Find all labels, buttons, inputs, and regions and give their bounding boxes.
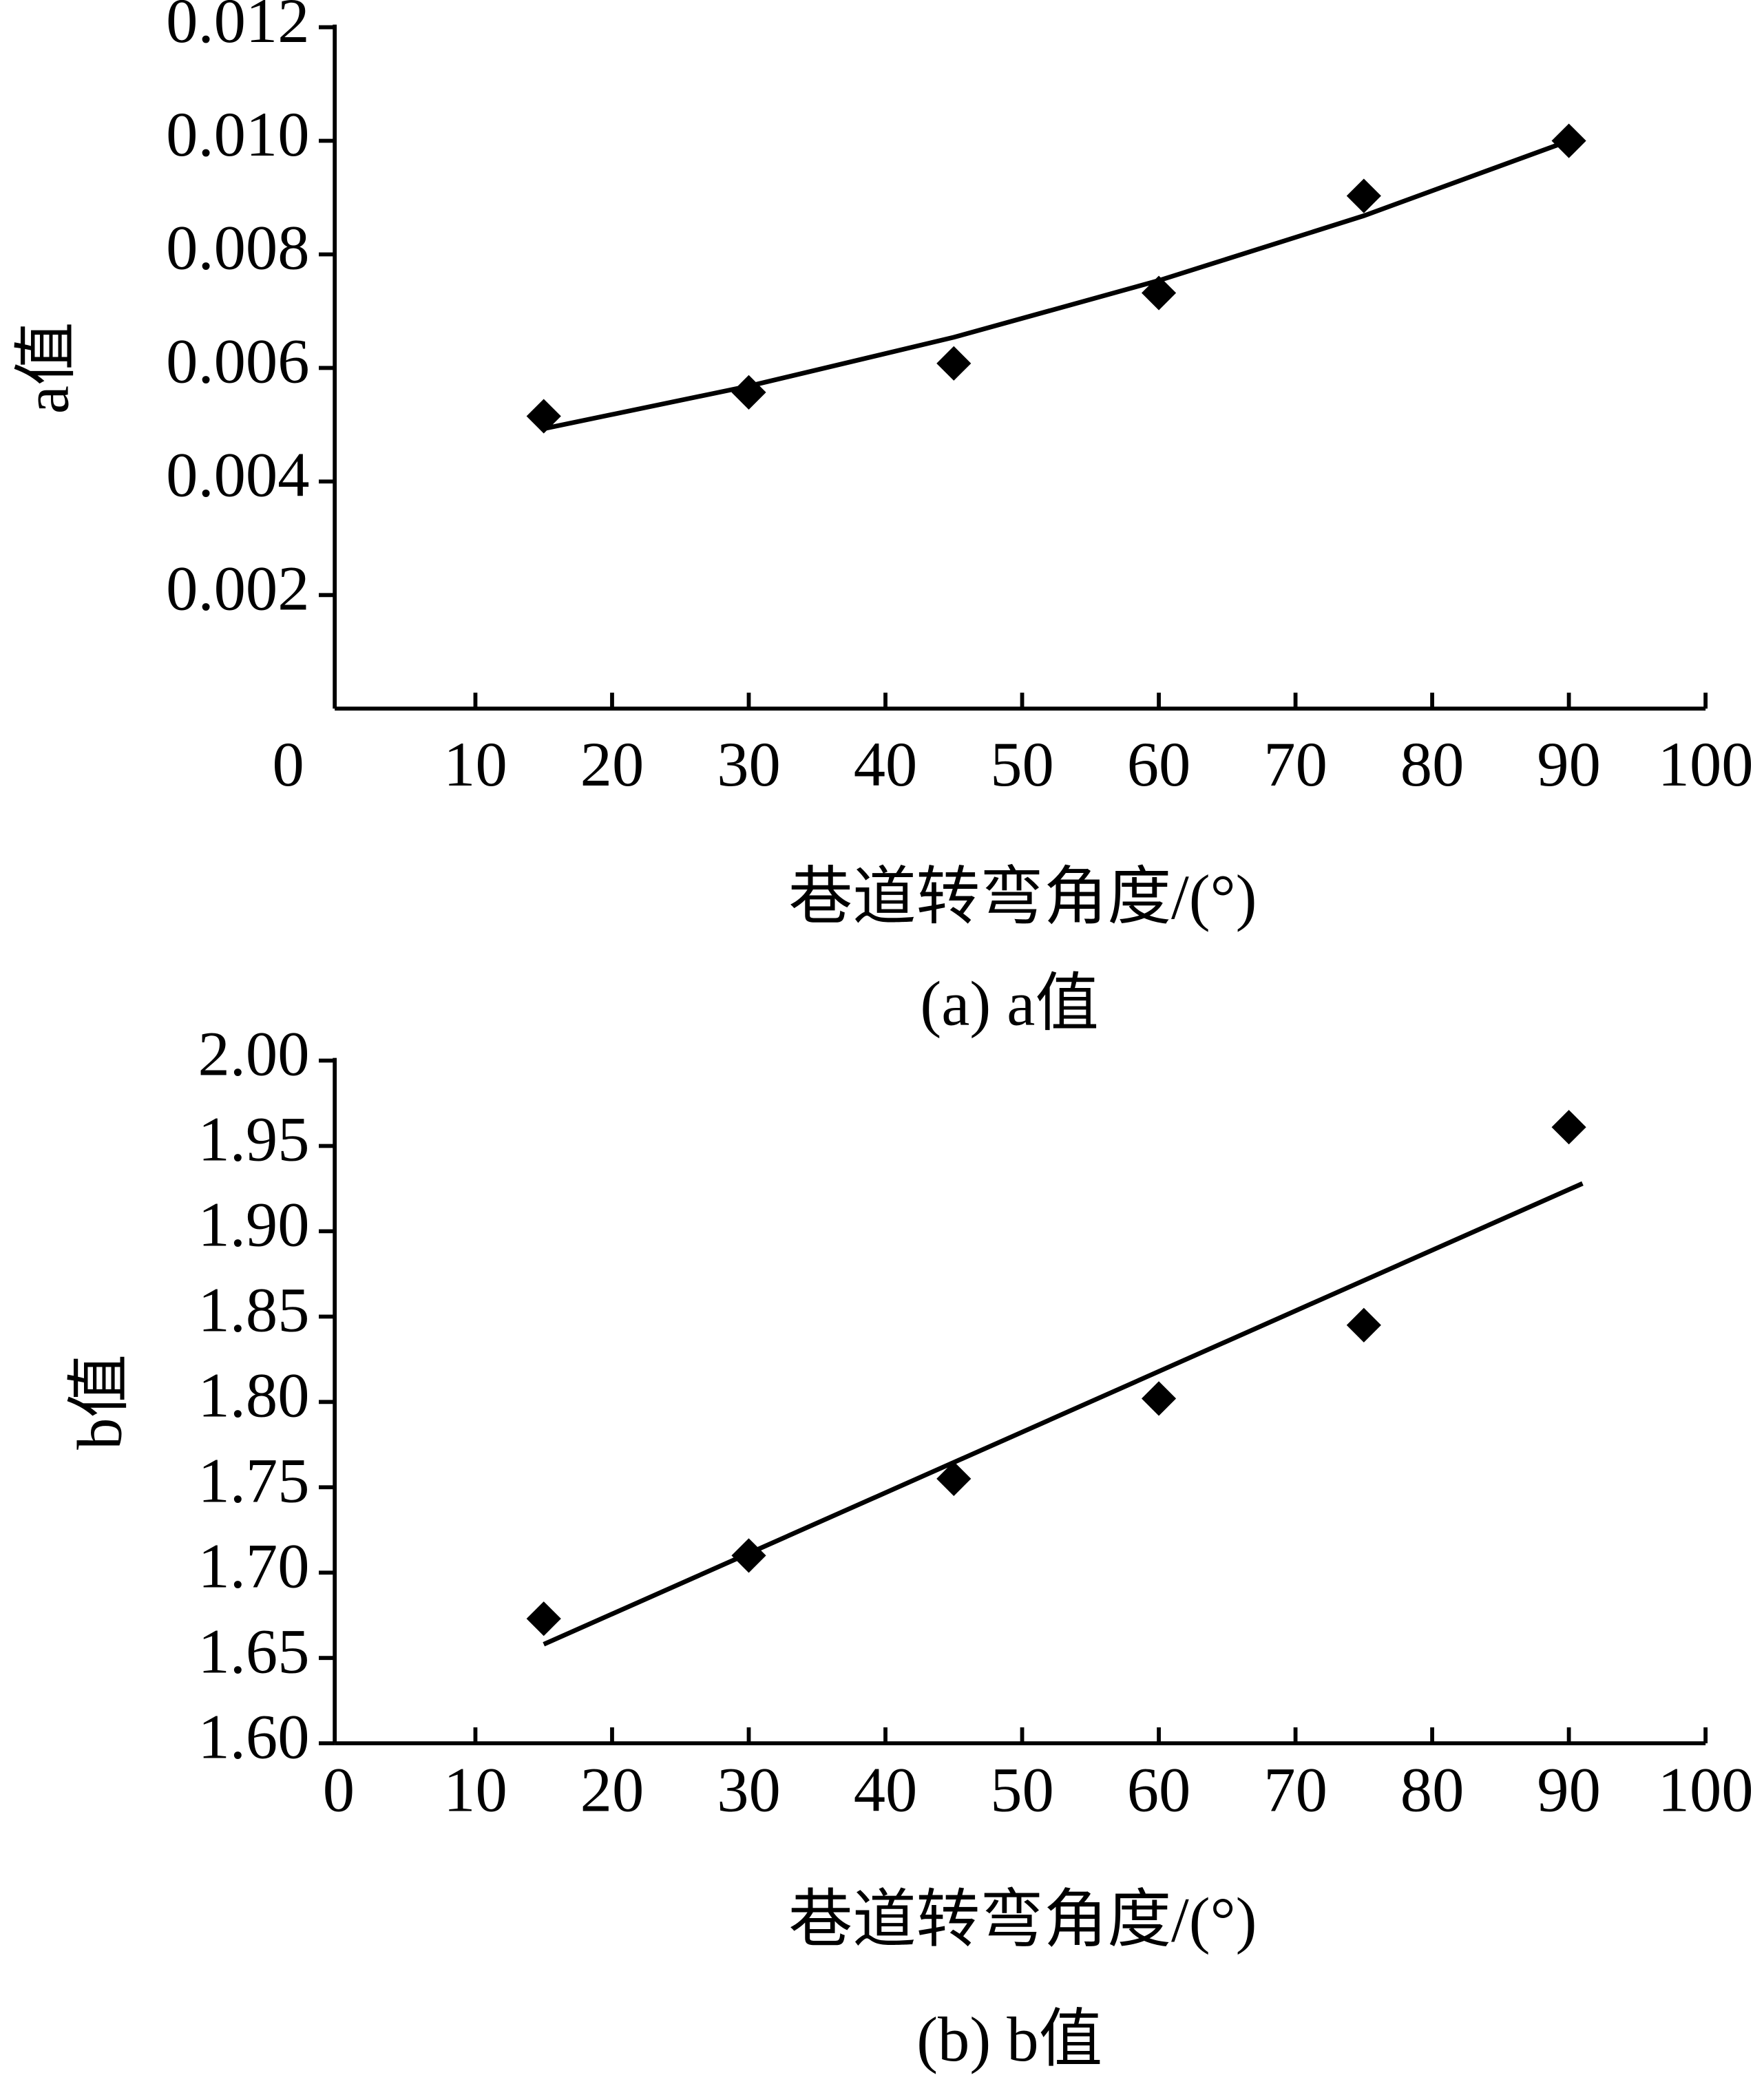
x-tick-label: 70 (1263, 729, 1327, 800)
x-tick-label: 40 (854, 1755, 918, 1826)
y-tick-label: 1.90 (198, 1190, 309, 1261)
y-tick-label: 1.85 (198, 1275, 309, 1346)
x-axis-label: 巷道转弯角度/(°) (788, 1885, 1257, 1956)
y-tick-label: 0.002 (166, 554, 309, 624)
caption: (b) b值 (916, 2004, 1102, 2075)
x-tick-label: 30 (717, 729, 781, 800)
y-tick-label: 1.75 (198, 1446, 309, 1517)
y-tick-label: 0.008 (166, 213, 309, 284)
x-tick-label: 80 (1400, 1755, 1464, 1826)
y-tick-label: 0.004 (166, 440, 309, 511)
x-tick-label: 20 (580, 729, 644, 800)
y-tick-label: 1.70 (198, 1530, 309, 1601)
x-tick-label: 50 (990, 1755, 1054, 1826)
data-point (1141, 1381, 1177, 1416)
x-tick-label: 10 (443, 1755, 507, 1826)
fit-line (543, 1181, 1584, 1647)
data-point (936, 346, 972, 381)
y-axis-label: b值 (65, 1354, 136, 1450)
x-tick-label: 40 (854, 729, 918, 800)
x-axis-label: 巷道转弯角度/(°) (788, 862, 1257, 933)
data-point (1551, 123, 1586, 158)
data-point (731, 1538, 766, 1573)
x-tick-label: 80 (1400, 729, 1464, 800)
y-tick-label: 1.95 (198, 1104, 309, 1175)
y-tick-label: 0.012 (166, 0, 309, 56)
x-tick-label: 0 (323, 1755, 355, 1826)
x-tick-label: 0 (272, 729, 304, 800)
data-point (936, 1461, 972, 1496)
x-tick-label: 60 (1127, 1755, 1191, 1826)
y-tick-label: 1.80 (198, 1360, 309, 1431)
data-point (1141, 275, 1177, 311)
y-tick-label: 2.00 (198, 1019, 309, 1090)
y-tick-label: 0.010 (166, 99, 309, 170)
x-tick-label: 90 (1537, 729, 1601, 800)
data-point (526, 399, 561, 434)
x-tick-label: 100 (1658, 1755, 1754, 1826)
x-tick-label: 30 (717, 1755, 781, 1826)
x-tick-label: 60 (1127, 729, 1191, 800)
x-tick-label: 10 (443, 729, 507, 800)
fit-line (543, 138, 1570, 431)
x-tick-label: 20 (580, 1755, 644, 1826)
y-tick-label: 1.60 (198, 1701, 309, 1772)
y-tick-label: 1.65 (198, 1616, 309, 1687)
y-tick-label: 0.006 (166, 326, 309, 397)
x-tick-label: 50 (990, 729, 1054, 800)
caption: (a) a值 (920, 968, 1099, 1039)
data-point (1346, 1307, 1381, 1343)
x-tick-label: 70 (1263, 1755, 1327, 1826)
data-point (1346, 178, 1381, 213)
x-tick-label: 100 (1658, 729, 1754, 800)
data-point (526, 1601, 561, 1636)
data-point (731, 375, 766, 410)
data-point (1551, 1110, 1586, 1145)
x-tick-label: 90 (1537, 1755, 1601, 1826)
y-axis-label: a值 (11, 322, 82, 414)
